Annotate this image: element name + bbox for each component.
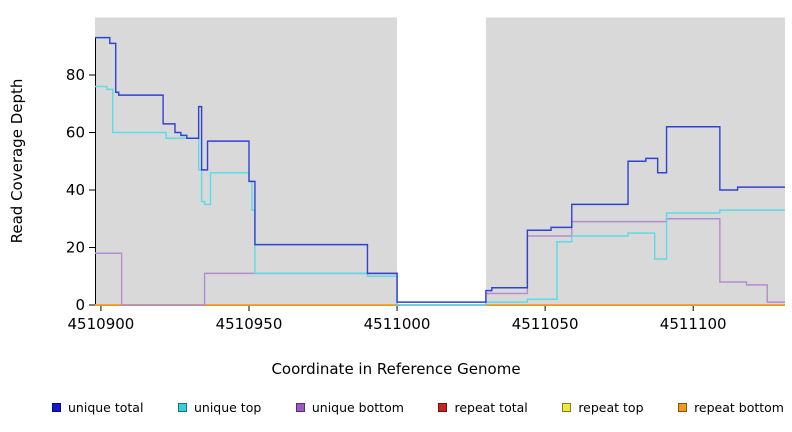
legend-item-unique-total: unique total [52,400,143,415]
shaded-region [95,17,398,305]
chart-canvas: 4510900 4510950 4511000 4511050 4511100 0 20 40… [66,17,785,333]
legend: unique total unique top unique bottom repea… [52,400,784,415]
y-tick-label: 60 [66,124,85,142]
y-tick-label: 80 [66,66,85,84]
x-axis-label: Coordinate in Reference Genome [271,360,521,378]
x-tick-label: 4510900 [68,315,135,333]
legend-swatch-icon [678,403,688,412]
x-tick-label: 4510950 [216,315,283,333]
legend-swatch-icon [562,403,572,412]
y-tick-label: 40 [66,181,85,199]
y-axis-label: Read Coverage Depth [8,78,26,244]
legend-swatch-icon [177,403,187,412]
legend-item-unique-top: unique top [177,400,262,415]
x-tick-label: 4511050 [512,315,579,333]
y-tick-label: 20 [66,239,85,257]
legend-label: unique top [193,400,262,415]
legend-label: repeat bottom [694,400,784,415]
legend-swatch-icon [438,403,448,412]
legend-label: repeat total [454,400,528,415]
legend-item-repeat-top: repeat top [562,400,644,415]
legend-label: unique bottom [311,400,404,415]
legend-item-unique-bottom: unique bottom [295,400,404,415]
series-line-unique-total [95,36,785,303]
legend-label: unique total [68,400,144,415]
legend-swatch-icon [52,403,61,412]
x-tick-label: 4511000 [364,315,431,333]
legend-label: repeat top [578,400,644,415]
x-tick-label: 4511100 [660,315,727,333]
legend-item-repeat-bottom: repeat bottom [678,400,784,415]
series-line-unique-bottom [95,218,785,306]
legend-swatch-icon [295,403,305,412]
legend-item-repeat-total: repeat total [438,400,528,415]
y-tick-label: 0 [75,296,85,314]
